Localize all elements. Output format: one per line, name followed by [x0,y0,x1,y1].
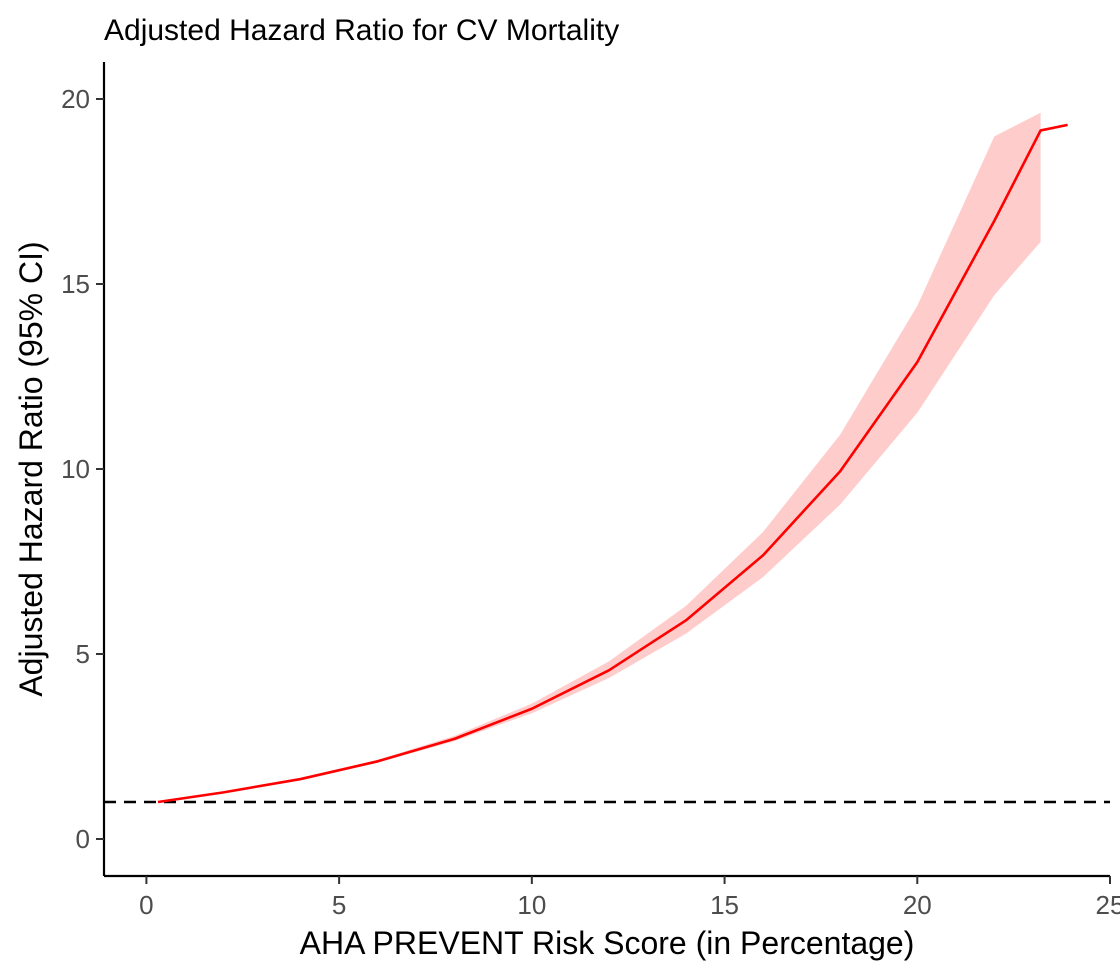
confidence-band [157,112,1041,802]
y-tick-label: 20 [61,84,90,114]
x-tick-label: 15 [710,890,739,920]
y-axis-title: Adjusted Hazard Ratio (95% CI) [13,241,49,696]
x-tick-label: 10 [517,890,546,920]
x-tick-label: 0 [139,890,153,920]
y-tick-label: 10 [61,454,90,484]
hazard-ratio-line [157,123,1068,804]
y-tick-label: 15 [61,269,90,299]
x-tick-label: 25 [1096,890,1120,920]
chart-title: Adjusted Hazard Ratio for CV Mortality [104,14,619,47]
x-tick-label: 20 [903,890,932,920]
x-axis-title: AHA PREVENT Risk Score (in Percentage) [300,925,915,961]
y-tick-label: 0 [76,824,90,854]
y-tick-label: 5 [76,639,90,669]
x-tick-label: 5 [332,890,346,920]
